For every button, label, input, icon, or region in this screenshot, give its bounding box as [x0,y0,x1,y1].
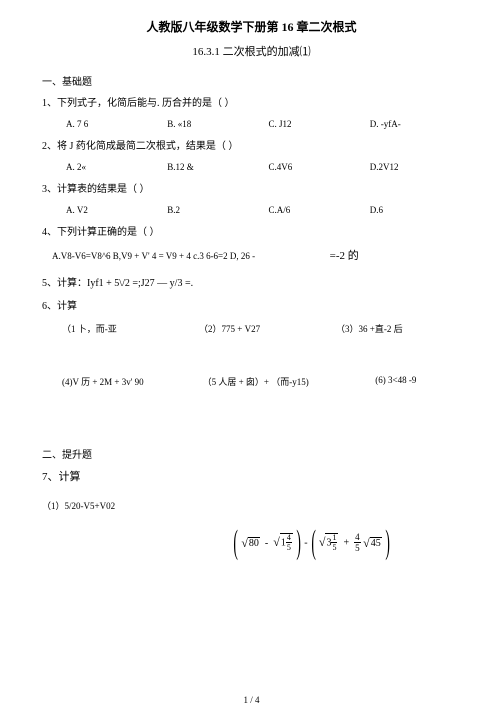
lparen-1: ( [233,526,238,560]
section-2-header: 二、提升题 [42,446,461,461]
sqrt-frac2: 315 [319,534,339,553]
frac-45: 45 [354,533,361,553]
q1-opt-c: C. J12 [269,119,360,129]
rparen-2: ) [385,526,390,560]
sqrt-frac1: 145 [273,534,293,553]
question-2-options: A. 2« B.12 & C.4V6 D.2V12 [42,162,461,172]
sqrt-45: 45 [363,536,382,551]
q1-opt-a: A. 7 6 [66,119,157,129]
section-1-header: 一、基础题 [42,73,461,88]
q1-opt-b: B. «18 [167,119,258,129]
q1-opt-d: D. -yfA- [370,119,461,129]
question-2: 2、将 J 药化简成最简二次根式，结果是（ ） [42,139,461,154]
q3-opt-d: D.6 [370,205,461,215]
q6-d: (4)V 历 + 2M + 3v' 90 [62,375,191,388]
q6-row2: (4)V 历 + 2M + 3v' 90 （5 人居 + 囱）+ （而-y15)… [42,375,461,388]
q6-f: (6) 3<48 -9 [375,375,461,388]
q6-c: （3）36 +直-2 后 [336,322,461,335]
q2-opt-c: C.4V6 [269,162,360,172]
formula-expression: ( 80 - 145 )-( 315 + 45 45 ) [230,526,393,560]
page-number: 1 / 4 [0,695,503,705]
q6-row1: （1 卜，而-亚 （2）775 + V27 （3）36 +直-2 后 [42,322,461,335]
q2-opt-d: D.2V12 [370,162,461,172]
lparen-2: ( [311,526,316,560]
q6-a: （1 卜，而-亚 [62,322,187,335]
question-3-options: A. V2 B.2 C.A/6 D.6 [42,205,461,215]
sqrt-80: 80 [241,536,260,551]
question-1: 1、下列式子，化简后能与. 历合并的是（ ） [42,96,461,111]
question-5: 5、计算：Iyf1 + 5\/2 =;J27 — y/3 =. [42,276,461,291]
q2-opt-a: A. 2« [66,162,157,172]
question-4: 4、下列计算正确的是（ ） [42,225,461,240]
q6-b: （2）775 + V27 [199,322,324,335]
q7-a: （1）5/20-V5+V02 [42,499,461,512]
question-3: 3、计算表的结果是（ ） [42,182,461,197]
q6-e: （5 人居 + 囱）+ （而-y15) [203,375,364,388]
question-1-options: A. 7 6 B. «18 C. J12 D. -yfA- [42,119,461,129]
q3-opt-b: B.2 [167,205,258,215]
question-4-options: A.V8-V6=V8^6 B,V9 + V' 4 = V9 + 4 c.3 6-… [42,248,461,266]
q3-opt-a: A. V2 [66,205,157,215]
question-6: 6、计算 [42,299,461,314]
q3-opt-c: C.A/6 [269,205,360,215]
q4-tail: =-2 的 [330,250,359,262]
page-title: 人教版八年级数学下册第 16 章二次根式 [42,18,461,35]
rparen-1: ) [296,526,301,560]
question-7: 7、计算 [42,469,461,486]
q2-opt-b: B.12 & [167,162,258,172]
q4-opts-text: A.V8-V6=V8^6 B,V9 + V' 4 = V9 + 4 c.3 6-… [52,251,255,261]
page-subtitle: 16.3.1 二次根式的加减⑴ [42,43,461,59]
